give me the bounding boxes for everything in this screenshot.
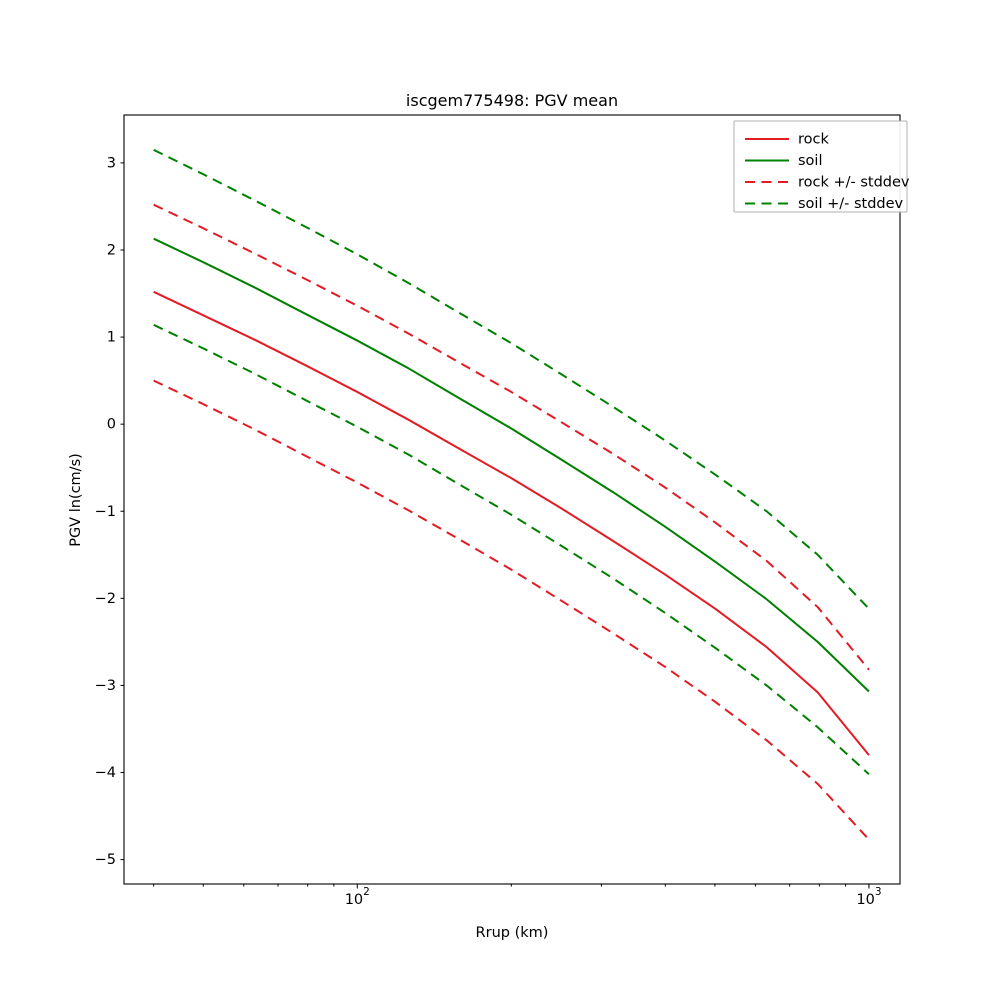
y-axis-label: PGV ln(cm/s) [68, 453, 84, 547]
y-tick-label: 3 [107, 155, 116, 171]
legend-label-rock-stddev: rock +/- stddev [798, 175, 910, 191]
y-axis-ticks: 3 2 1 0 −1 −2 −3 −4 −5 [95, 155, 124, 868]
axes-frame [123, 114, 901, 885]
chart-title: iscgem775498: PGV mean [406, 91, 618, 110]
x-axis-label: Rrup (km) [476, 925, 549, 941]
legend-label-rock: rock [798, 132, 829, 148]
series-line-soil-mean [153, 237, 870, 693]
series-line-soil-stddev-lower [153, 323, 870, 776]
y-tick-label: 0 [107, 417, 116, 433]
legend-background [733, 120, 908, 213]
series-line-rock-stddev-lower [153, 379, 870, 841]
y-tick-label: −2 [95, 591, 116, 607]
y-tick-label: −1 [95, 504, 116, 520]
y-tick-label: −3 [95, 678, 116, 694]
plot-area-border [123, 114, 901, 885]
y-tick-label: 2 [107, 242, 116, 258]
legend-items: rock soil rock +/- stddev soil +/- stddev [745, 132, 910, 212]
x-tick-label: 103 [856, 886, 881, 907]
x-tick-label: 102 [345, 886, 370, 907]
series-line-soil-stddev-upper [153, 148, 870, 610]
series-line-rock-stddev-upper [153, 203, 870, 671]
y-tick-label: −5 [95, 852, 116, 868]
legend-label-soil-stddev: soil +/- stddev [798, 196, 904, 212]
x-axis-ticks: 102 103 [153, 884, 882, 908]
legend-label-soil: soil [798, 153, 822, 169]
series-line-rock-mean [153, 290, 870, 756]
data-series-group [153, 148, 870, 841]
chart-legend: rock soil rock +/- stddev soil +/- stddev [733, 120, 910, 213]
y-tick-label: −4 [95, 765, 116, 781]
y-tick-label: 1 [107, 330, 116, 346]
